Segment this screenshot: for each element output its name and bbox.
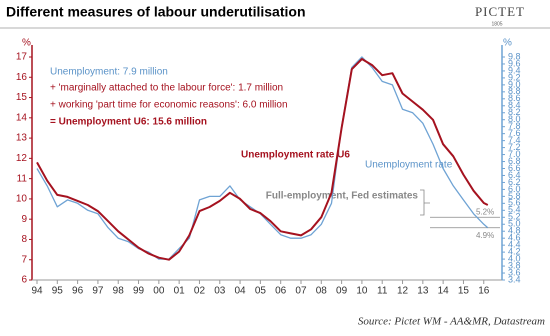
x-tick-label: 11 xyxy=(377,286,388,297)
bracket xyxy=(420,189,430,216)
y2-tick-label: 3.8 xyxy=(508,260,521,270)
x-tick-label: 12 xyxy=(397,286,409,297)
x-tick-label: 94 xyxy=(31,286,43,297)
y-tick-label: 16 xyxy=(16,72,28,83)
y2-tick-label: 7.0 xyxy=(508,149,521,159)
y2-tick-label: 5.6 xyxy=(508,198,521,208)
y-tick-label: 17 xyxy=(16,52,28,63)
y2-tick-label: 7.4 xyxy=(508,135,521,145)
x-tick-label: 15 xyxy=(458,286,470,297)
y-tick-label: 7 xyxy=(21,254,27,265)
y2-tick-label: 5.2 xyxy=(508,212,521,222)
y2-tick-label: 4.6 xyxy=(508,233,521,243)
annotation: Unemployment: 7.9 million xyxy=(50,67,168,78)
y2-tick-label: 6.6 xyxy=(508,163,521,173)
y2-tick-label: 4.4 xyxy=(508,240,521,250)
x-tick-label: 08 xyxy=(316,286,328,297)
x-tick-label: 06 xyxy=(275,286,287,297)
chart-title: Different measures of labour underutilis… xyxy=(6,4,306,20)
annotation: + 'marginally attached to the labour for… xyxy=(50,83,283,94)
y2-tick-label: 4.0 xyxy=(508,253,521,263)
x-tick-label: 95 xyxy=(52,286,64,297)
y2-unit: % xyxy=(503,38,512,49)
y2-tick-label: 9.0 xyxy=(508,79,521,89)
y2-tick-label: 7.6 xyxy=(508,128,521,138)
y-tick-label: 11 xyxy=(17,173,28,184)
x-tick-label: 00 xyxy=(153,286,165,297)
y-tick-label: 12 xyxy=(16,153,28,164)
y2-tick-label: 9.6 xyxy=(508,58,521,68)
y-tick-label: 10 xyxy=(16,194,28,205)
series-label: Unemployment rate U6 xyxy=(241,150,350,161)
y2-tick-label: 5.0 xyxy=(508,219,521,229)
y-tick-label: 8 xyxy=(21,234,27,245)
y2-tick-label: 3.4 xyxy=(508,274,521,284)
x-tick-label: 96 xyxy=(72,286,84,297)
logo-year: 1805 xyxy=(491,21,502,27)
x-tick-label: 04 xyxy=(235,286,247,297)
y2-tick-label: 4.8 xyxy=(508,226,521,236)
reference-label: 5.2% xyxy=(476,207,494,216)
annotation: = Unemployment U6: 15.6 million xyxy=(50,117,207,128)
y2-tick-label: 9.8 xyxy=(508,51,521,61)
y-tick-label: 14 xyxy=(16,112,28,123)
y2-tick-label: 9.2 xyxy=(508,72,521,82)
y2-tick-label: 5.8 xyxy=(508,191,521,201)
x-tick-label: 14 xyxy=(438,286,450,297)
series-label: Unemployment rate xyxy=(365,160,453,171)
x-tick-label: 07 xyxy=(295,286,307,297)
x-tick-label: 16 xyxy=(478,286,490,297)
series-line xyxy=(36,58,489,261)
x-tick-label: 97 xyxy=(92,286,104,297)
x-tick-label: 01 xyxy=(174,286,186,297)
y2-tick-label: 6.8 xyxy=(508,156,521,166)
y2-tick-label: 7.2 xyxy=(508,142,521,152)
y-tick-label: 13 xyxy=(16,133,28,144)
x-tick-label: 10 xyxy=(356,286,368,297)
x-tick-label: 13 xyxy=(417,286,429,297)
y2-tick-label: 6.2 xyxy=(508,177,521,187)
y2-tick-label: 6.4 xyxy=(508,170,521,180)
y2-tick-label: 5.4 xyxy=(508,205,521,215)
y2-tick-label: 6.0 xyxy=(508,184,521,194)
y2-tick-label: 8.2 xyxy=(508,107,521,117)
y-tick-label: 15 xyxy=(16,92,28,103)
x-tick-label: 99 xyxy=(133,286,145,297)
y2-tick-label: 8.8 xyxy=(508,86,521,96)
y-tick-label: 6 xyxy=(21,275,27,286)
source: Source: Pictet WM - AA&MR, Datastream xyxy=(358,316,545,328)
y-unit: % xyxy=(22,38,31,49)
x-tick-label: 98 xyxy=(113,286,125,297)
reference-note: Full-employment, Fed estimates xyxy=(266,191,419,202)
x-tick-label: 05 xyxy=(255,286,267,297)
y2-tick-label: 4.2 xyxy=(508,247,521,257)
y2-tick-label: 8.4 xyxy=(508,100,521,110)
y2-tick-label: 3.6 xyxy=(508,267,521,277)
x-tick-label: 02 xyxy=(194,286,206,297)
y2-tick-label: 7.8 xyxy=(508,121,521,131)
y2-tick-label: 8.0 xyxy=(508,114,521,124)
annotation: + working 'part time for economic reason… xyxy=(50,100,288,111)
y2-tick-label: 9.4 xyxy=(508,65,521,75)
x-tick-label: 09 xyxy=(336,286,348,297)
x-tick-label: 03 xyxy=(214,286,226,297)
y-tick-label: 9 xyxy=(21,214,27,225)
reference-label: 4.9% xyxy=(476,231,494,240)
y2-tick-label: 8.6 xyxy=(508,93,521,103)
logo: PICTET xyxy=(475,4,525,19)
series-line xyxy=(36,56,489,260)
